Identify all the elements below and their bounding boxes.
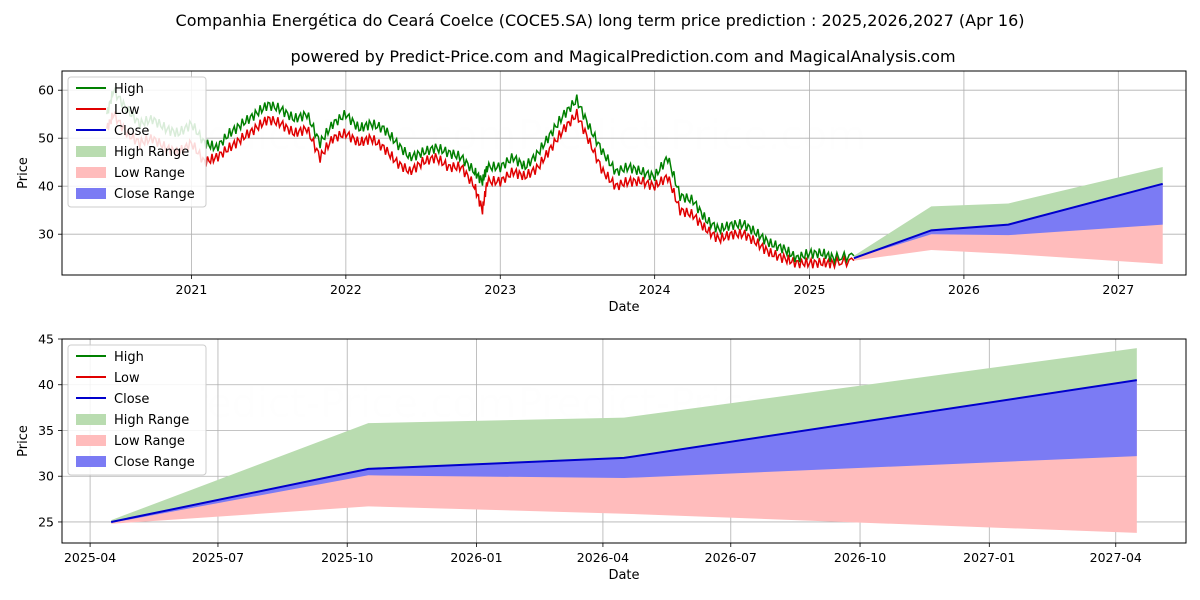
axes-frame: [61, 70, 1187, 276]
y-tick-label: 45: [38, 332, 54, 347]
low-range-band: [111, 380, 1137, 533]
x-tick-label: 2025: [794, 282, 826, 297]
y-tick-label: 30: [38, 469, 54, 484]
y-tick-label: 40: [38, 377, 54, 392]
close-range-band: [111, 380, 1137, 523]
low-range-band: [853, 183, 1163, 264]
x-tick-label: 2025-04: [64, 550, 116, 565]
x-tick-label: 2026-04: [577, 550, 629, 565]
close-forecast-line: [110, 379, 1137, 523]
high-range-band: [853, 167, 1163, 259]
legend-label-close_range: Close Range: [114, 455, 195, 470]
legend-swatch-close_range: [76, 456, 106, 467]
close-range-band: [853, 183, 1163, 259]
y-axis-label: Price: [16, 425, 31, 457]
legend-label-close_range: Close Range: [114, 187, 195, 202]
legend-swatch-low_range: [76, 167, 106, 178]
legend-label-low: Low: [114, 103, 140, 118]
y-axis-label: Price: [16, 157, 31, 189]
legend-label-high_range: High Range: [114, 413, 189, 428]
legend-label-high: High: [114, 82, 144, 97]
x-tick-label: 2026-10: [834, 550, 886, 565]
x-tick-label: 2026: [948, 282, 980, 297]
close-forecast-line: [853, 182, 1163, 260]
x-tick-label: 2023: [484, 282, 516, 297]
x-axis-label: Date: [608, 568, 639, 583]
y-tick-label: 35: [38, 423, 54, 438]
x-axis-label: Date: [608, 300, 639, 315]
x-tick-label: 2025-10: [321, 550, 373, 565]
legend-swatch-high_range: [76, 414, 106, 425]
chart-subtitle: powered by Predict-Price.com and Magical…: [290, 47, 955, 66]
legend-label-low_range: Low Range: [114, 434, 185, 449]
watermark-text: Predict-Price.com: [168, 381, 516, 427]
legend-label-high: High: [114, 350, 144, 365]
legend-label-low_range: Low Range: [114, 166, 185, 181]
prediction-panel: Predict-Price.com Predict-Price.com2025-0…: [16, 332, 1187, 583]
y-tick-label: 40: [38, 179, 54, 194]
chart-title: Companhia Energética do Ceará Coelce (CO…: [176, 11, 1025, 30]
x-tick-label: 2027: [1102, 282, 1134, 297]
x-tick-label: 2026-01: [450, 550, 502, 565]
x-tick-label: 2022: [330, 282, 362, 297]
high-history-line: [106, 87, 855, 266]
low-history-line: [106, 108, 855, 271]
legend-label-close: Close: [114, 392, 149, 407]
legend-swatch-low_range: [76, 435, 106, 446]
x-tick-label: 2021: [176, 282, 208, 297]
high-range-band: [111, 348, 1137, 522]
axes-frame: [61, 338, 1187, 544]
y-tick-label: 30: [38, 227, 54, 242]
x-tick-label: 2027-04: [1090, 550, 1142, 565]
x-tick-label: 2025-07: [192, 550, 244, 565]
legend-label-close: Close: [114, 124, 149, 139]
x-tick-label: 2026-07: [705, 550, 757, 565]
y-tick-label: 60: [38, 83, 54, 98]
legend-swatch-high_range: [76, 146, 106, 157]
legend-swatch-close_range: [76, 188, 106, 199]
legend-label-low: Low: [114, 371, 140, 386]
x-tick-label: 2024: [639, 282, 671, 297]
y-tick-label: 25: [38, 514, 54, 529]
x-tick-label: 2027-01: [963, 550, 1015, 565]
legend-label-high_range: High Range: [114, 145, 189, 160]
y-tick-label: 50: [38, 131, 54, 146]
watermark-text: Predict-Price.com: [518, 113, 866, 159]
